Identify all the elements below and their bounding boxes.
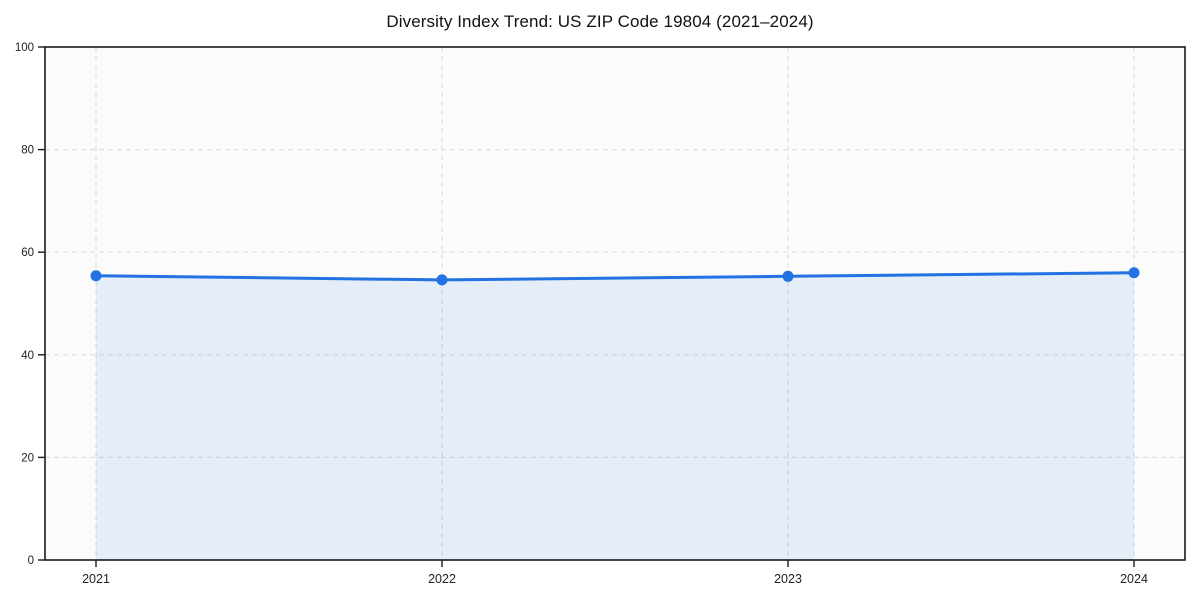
y-tick-label: 60 <box>21 247 34 259</box>
area-fill <box>96 272 1134 560</box>
data-point <box>90 270 102 282</box>
data-point <box>436 274 448 286</box>
data-point <box>1128 267 1140 279</box>
y-tick-label: 100 <box>15 42 34 54</box>
axis-ticks <box>38 46 1135 567</box>
plot-border <box>44 46 1186 561</box>
x-tick-label: 2021 <box>82 572 110 586</box>
trend-line <box>94 271 1136 282</box>
y-tick-label: 0 <box>28 555 34 567</box>
data-points <box>90 267 1140 286</box>
x-tick-label: 2024 <box>1120 572 1148 586</box>
y-tick-label: 20 <box>21 452 34 464</box>
x-tick-label: 2023 <box>774 572 802 586</box>
x-tick-label: 2022 <box>428 572 456 586</box>
plot-background <box>45 47 1185 560</box>
chart-title: Diversity Index Trend: US ZIP Code 19804… <box>386 12 814 31</box>
data-point <box>782 270 794 282</box>
y-tick-label: 80 <box>21 145 34 157</box>
tick-labels: 0 20 40 60 80 100 2021 2022 2023 2024 <box>15 42 1148 586</box>
y-tick-label: 40 <box>21 350 34 362</box>
